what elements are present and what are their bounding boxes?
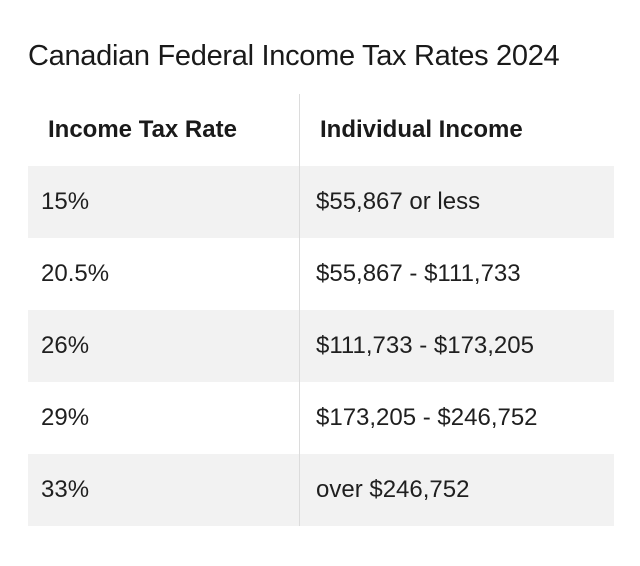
rate-cell: 20.5% [28, 238, 300, 310]
income-cell: $111,733 - $173,205 [316, 332, 534, 359]
table-row: 29% $173,205 - $246,752 [28, 382, 614, 454]
rate-cell: 15% [28, 166, 300, 238]
table-row: 20.5% $55,867 - $111,733 [28, 238, 614, 310]
table-header-row: Income Tax Rate Individual Income [28, 94, 614, 166]
income-cell: $173,205 - $246,752 [316, 404, 538, 431]
header-individual-income: Individual Income [320, 116, 523, 143]
table-row: 15% $55,867 or less [28, 166, 614, 238]
income-cell: $55,867 or less [316, 188, 481, 215]
income-cell: over $246,752 [316, 476, 470, 503]
rate-cell: 26% [28, 310, 300, 382]
income-cell: $55,867 - $111,733 [316, 260, 521, 287]
rate-cell: 33% [28, 454, 300, 526]
tax-rates-table: Income Tax Rate Individual Income 15% $5… [28, 94, 614, 526]
table-row: 33% over $246,752 [28, 454, 614, 526]
page-title: Canadian Federal Income Tax Rates 2024 [28, 40, 560, 72]
rate-cell: 29% [28, 382, 300, 454]
header-income-tax-rate: Income Tax Rate [28, 94, 300, 166]
table-row: 26% $111,733 - $173,205 [28, 310, 614, 382]
